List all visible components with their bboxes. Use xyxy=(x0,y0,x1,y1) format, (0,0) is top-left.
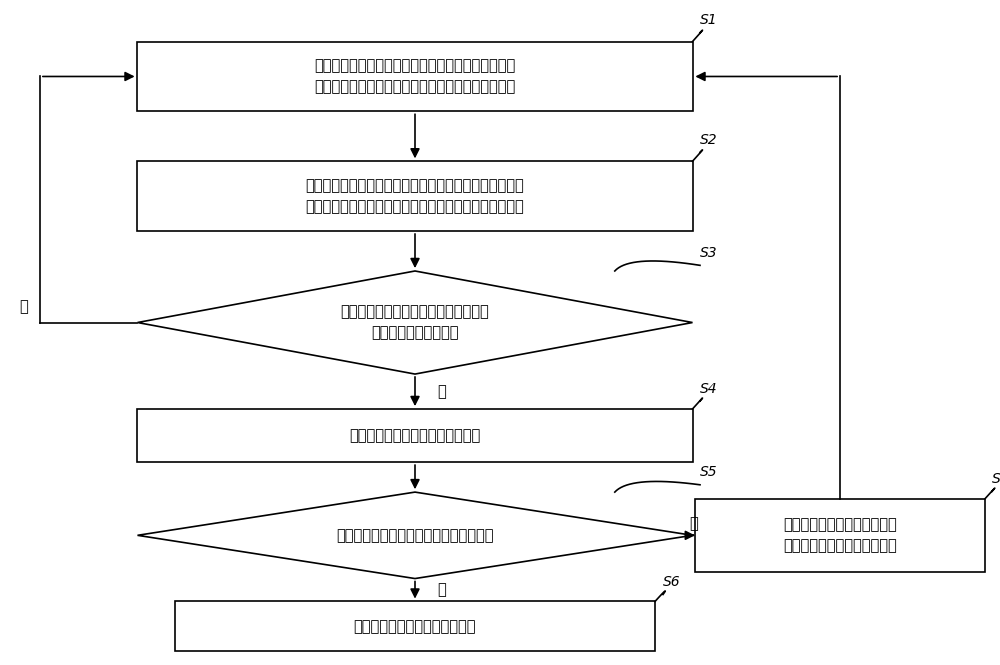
Text: S3: S3 xyxy=(700,246,718,260)
Text: 是: 是 xyxy=(437,583,446,598)
FancyBboxPatch shape xyxy=(137,162,692,231)
Text: 根据室外环境温度、室内环境温度、压缩机运行频率及膨
胀阀开度，从预设关联数据库中获取相应的额定输入功率: 根据室外环境温度、室内环境温度、压缩机运行频率及膨 胀阀开度，从预设关联数据库中… xyxy=(306,178,524,214)
Text: 判断异常次数是否达到预设连续异常次数: 判断异常次数是否达到预设连续异常次数 xyxy=(336,528,494,543)
FancyBboxPatch shape xyxy=(137,409,692,462)
Text: S7: S7 xyxy=(992,472,1000,486)
Text: 控制压缩机在预设时间内停止
工作，再控制压缩机重新启动: 控制压缩机在预设时间内停止 工作，再控制压缩机重新启动 xyxy=(783,517,897,553)
Text: 判定冷媒循环异常，记录异常次数: 判定冷媒循环异常，记录异常次数 xyxy=(349,428,481,443)
Text: S1: S1 xyxy=(700,13,718,27)
Text: 控制空调器停机并发出异常提示: 控制空调器停机并发出异常提示 xyxy=(354,619,476,634)
Text: 在空调器运行过程中获取室外环境温度、室内环境温
度、压缩机运行频率、膨胀阀开度以及空调输入功率: 在空调器运行过程中获取室外环境温度、室内环境温 度、压缩机运行频率、膨胀阀开度以… xyxy=(314,59,516,94)
Text: 否: 否 xyxy=(19,299,28,315)
FancyBboxPatch shape xyxy=(175,601,655,652)
Polygon shape xyxy=(137,271,692,374)
Polygon shape xyxy=(137,492,692,579)
Text: S6: S6 xyxy=(663,575,681,589)
Text: S2: S2 xyxy=(700,133,718,147)
FancyBboxPatch shape xyxy=(695,499,985,572)
FancyBboxPatch shape xyxy=(137,41,692,111)
Text: 判断空调输入功率与额定输入功率之差
是否大于功率差参考值: 判断空调输入功率与额定输入功率之差 是否大于功率差参考值 xyxy=(341,305,489,340)
Text: 是: 是 xyxy=(437,384,446,399)
Text: 否: 否 xyxy=(689,516,698,531)
Text: S4: S4 xyxy=(700,382,718,396)
Text: S5: S5 xyxy=(700,465,718,479)
